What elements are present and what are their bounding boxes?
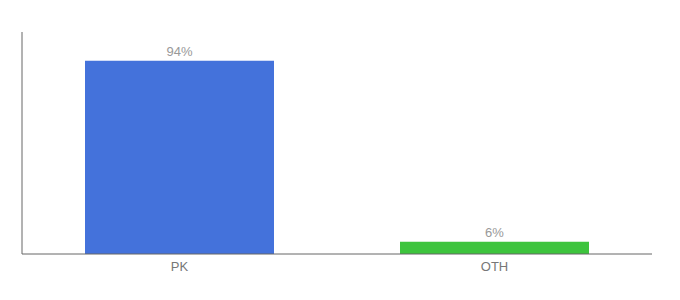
svg-text:94%: 94% [166,44,192,59]
svg-text:PK: PK [171,259,189,274]
svg-text:OTH: OTH [481,259,508,274]
svg-text:6%: 6% [485,225,504,240]
